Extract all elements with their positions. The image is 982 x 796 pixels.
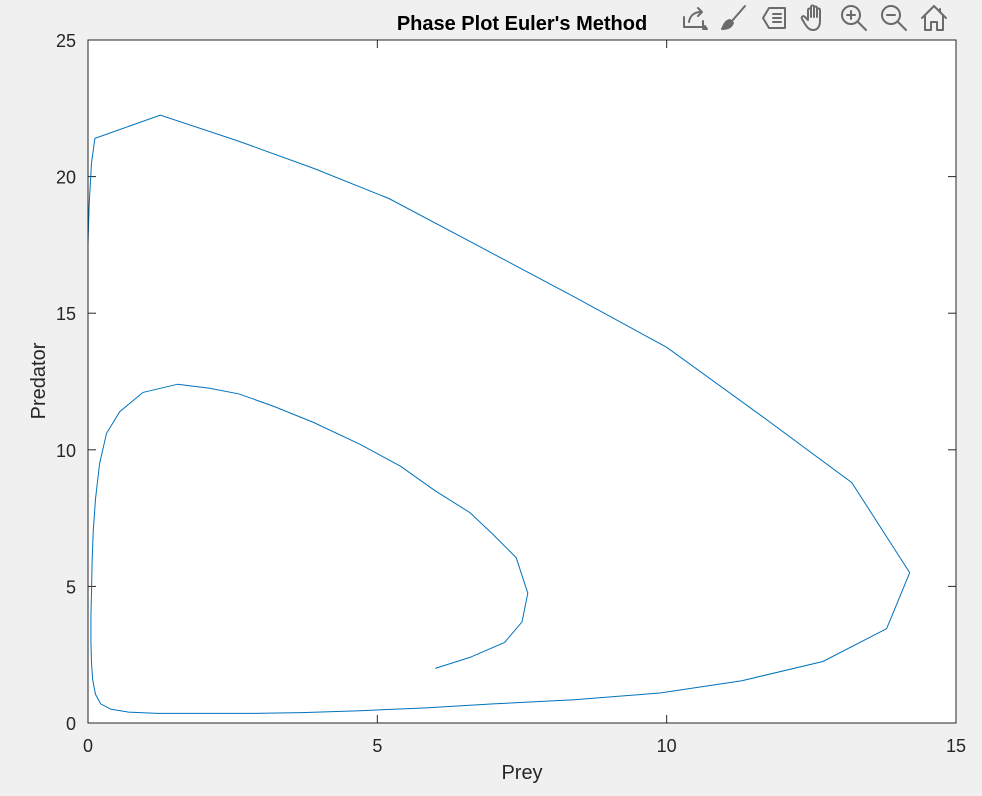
y-tick-label: 0 [66, 714, 76, 734]
brush-button[interactable] [716, 0, 752, 36]
datatip-icon [762, 7, 786, 29]
export-icon [683, 7, 708, 30]
x-tick-label: 10 [657, 736, 677, 756]
y-tick-label: 10 [56, 441, 76, 461]
phase-trajectory-line [87, 114, 911, 714]
zoom-in-button[interactable] [836, 0, 872, 36]
x-tick-label: 5 [372, 736, 382, 756]
y-axis-label: Predator [28, 342, 50, 419]
plot-area[interactable] [88, 40, 956, 723]
home-button[interactable] [916, 0, 952, 36]
chart-title: Phase Plot Euler's Method [397, 13, 647, 35]
figure-toolbar [676, 0, 982, 36]
zoom-out-icon [881, 5, 907, 31]
y-tick-label: 15 [56, 304, 76, 324]
x-tick-label: 15 [946, 736, 966, 756]
datatip-button[interactable] [756, 0, 792, 36]
axes-box [87, 39, 957, 724]
zoom-out-button[interactable] [876, 0, 912, 36]
x-axis-label: Prey [501, 762, 542, 784]
y-tick-label: 5 [66, 577, 76, 597]
x-tick-label: 0 [83, 736, 93, 756]
pan-hand-icon [800, 4, 821, 31]
home-icon [921, 5, 947, 31]
y-tick-label: 25 [56, 31, 76, 51]
brush-icon [721, 5, 746, 30]
zoom-in-icon [841, 5, 867, 31]
export-button[interactable] [676, 0, 712, 36]
y-tick-label: 20 [56, 168, 76, 188]
pan-button[interactable] [796, 0, 832, 36]
